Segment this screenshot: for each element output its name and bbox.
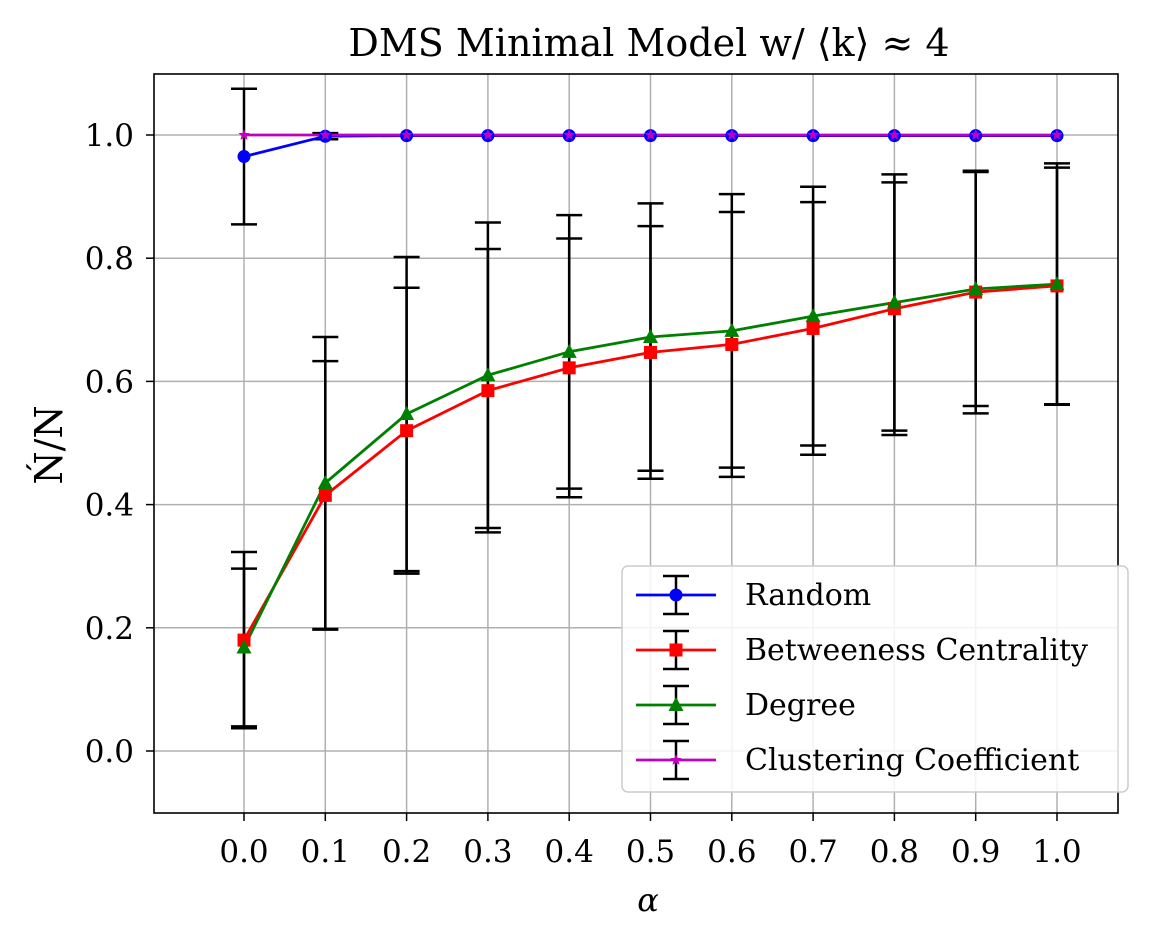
data-point-square <box>318 488 332 502</box>
x-tick-label: 0.4 <box>545 834 594 870</box>
data-point-square <box>400 424 414 438</box>
legend-marker-circle <box>669 588 683 602</box>
legend-marker-triangle <box>668 697 684 711</box>
data-point-triangle <box>317 475 333 490</box>
x-tick-label: 0.9 <box>951 834 1000 870</box>
x-tick-label: 0.7 <box>788 834 837 870</box>
data-point-triangle <box>805 308 821 323</box>
y-tick-label: 0.4 <box>85 488 134 524</box>
y-tick-label: 1.0 <box>85 118 134 154</box>
data-point-triangle <box>399 406 415 421</box>
chart-title: DMS Minimal Model w/ ⟨k⟩ ≈ 4 <box>348 21 949 65</box>
legend-marker-star <box>670 754 682 765</box>
data-point-square <box>806 321 820 335</box>
x-tick-label: 0.3 <box>463 834 512 870</box>
data-point-star <box>482 129 494 140</box>
x-tick-label: 0.0 <box>219 834 268 870</box>
axis-ticks: 0.0 0.1 0.2 0.3 0.4 0.5 0.6 0.7 0.8 0.9 1.0 0.0 0.2 0… <box>85 118 1082 870</box>
data-point-triangle <box>480 367 496 382</box>
x-axis-label: α <box>637 881 659 919</box>
x-tick-label: 0.6 <box>707 834 756 870</box>
data-point-star <box>644 129 657 140</box>
legend-label: Betweeness Centrality <box>745 633 1088 668</box>
x-tick-label: 1.0 <box>1032 834 1081 870</box>
data-point-triangle <box>968 281 984 295</box>
x-tick-label: 0.5 <box>626 834 675 870</box>
data-point-circle <box>237 150 251 164</box>
plot-frame <box>153 73 1119 814</box>
data-point-star <box>1051 129 1063 140</box>
legend-marker-square <box>669 643 683 657</box>
data-point-star <box>726 129 738 140</box>
data-point-star <box>319 129 332 140</box>
y-tick-label: 0.6 <box>85 364 134 400</box>
x-tick-label: 0.1 <box>301 834 350 870</box>
data-point-triangle <box>561 343 577 358</box>
data-point-star <box>888 129 901 140</box>
data-point-square <box>481 384 495 398</box>
series-markers <box>236 129 1065 654</box>
data-point-triangle <box>886 294 902 309</box>
y-tick-label: 0.8 <box>85 241 134 277</box>
data-point-star <box>807 129 819 140</box>
data-point-square <box>562 361 576 375</box>
data-point-square <box>725 337 739 351</box>
y-axis-label: Ń/N <box>27 405 71 484</box>
data-point-triangle <box>724 322 740 337</box>
legend-label: Random <box>745 578 871 613</box>
data-point-triangle <box>1049 276 1065 291</box>
x-tick-label: 0.2 <box>382 834 431 870</box>
legend-label: Degree <box>745 688 856 723</box>
x-tick-label: 0.8 <box>870 834 919 870</box>
data-point-star <box>238 129 250 140</box>
data-point-star <box>969 129 982 140</box>
data-point-star <box>400 129 413 140</box>
data-point-triangle <box>643 329 658 344</box>
legend: Random Betweeness Centrality Degree Cluster… <box>621 565 1129 793</box>
legend-box <box>621 565 1129 793</box>
y-tick-label: 0.2 <box>85 611 134 647</box>
legend-label: Clustering Coefficient <box>745 743 1079 778</box>
data-point-triangle <box>236 639 252 654</box>
y-tick-label: 0.0 <box>85 734 134 770</box>
data-point-star <box>563 129 575 140</box>
data-point-square <box>644 345 657 359</box>
